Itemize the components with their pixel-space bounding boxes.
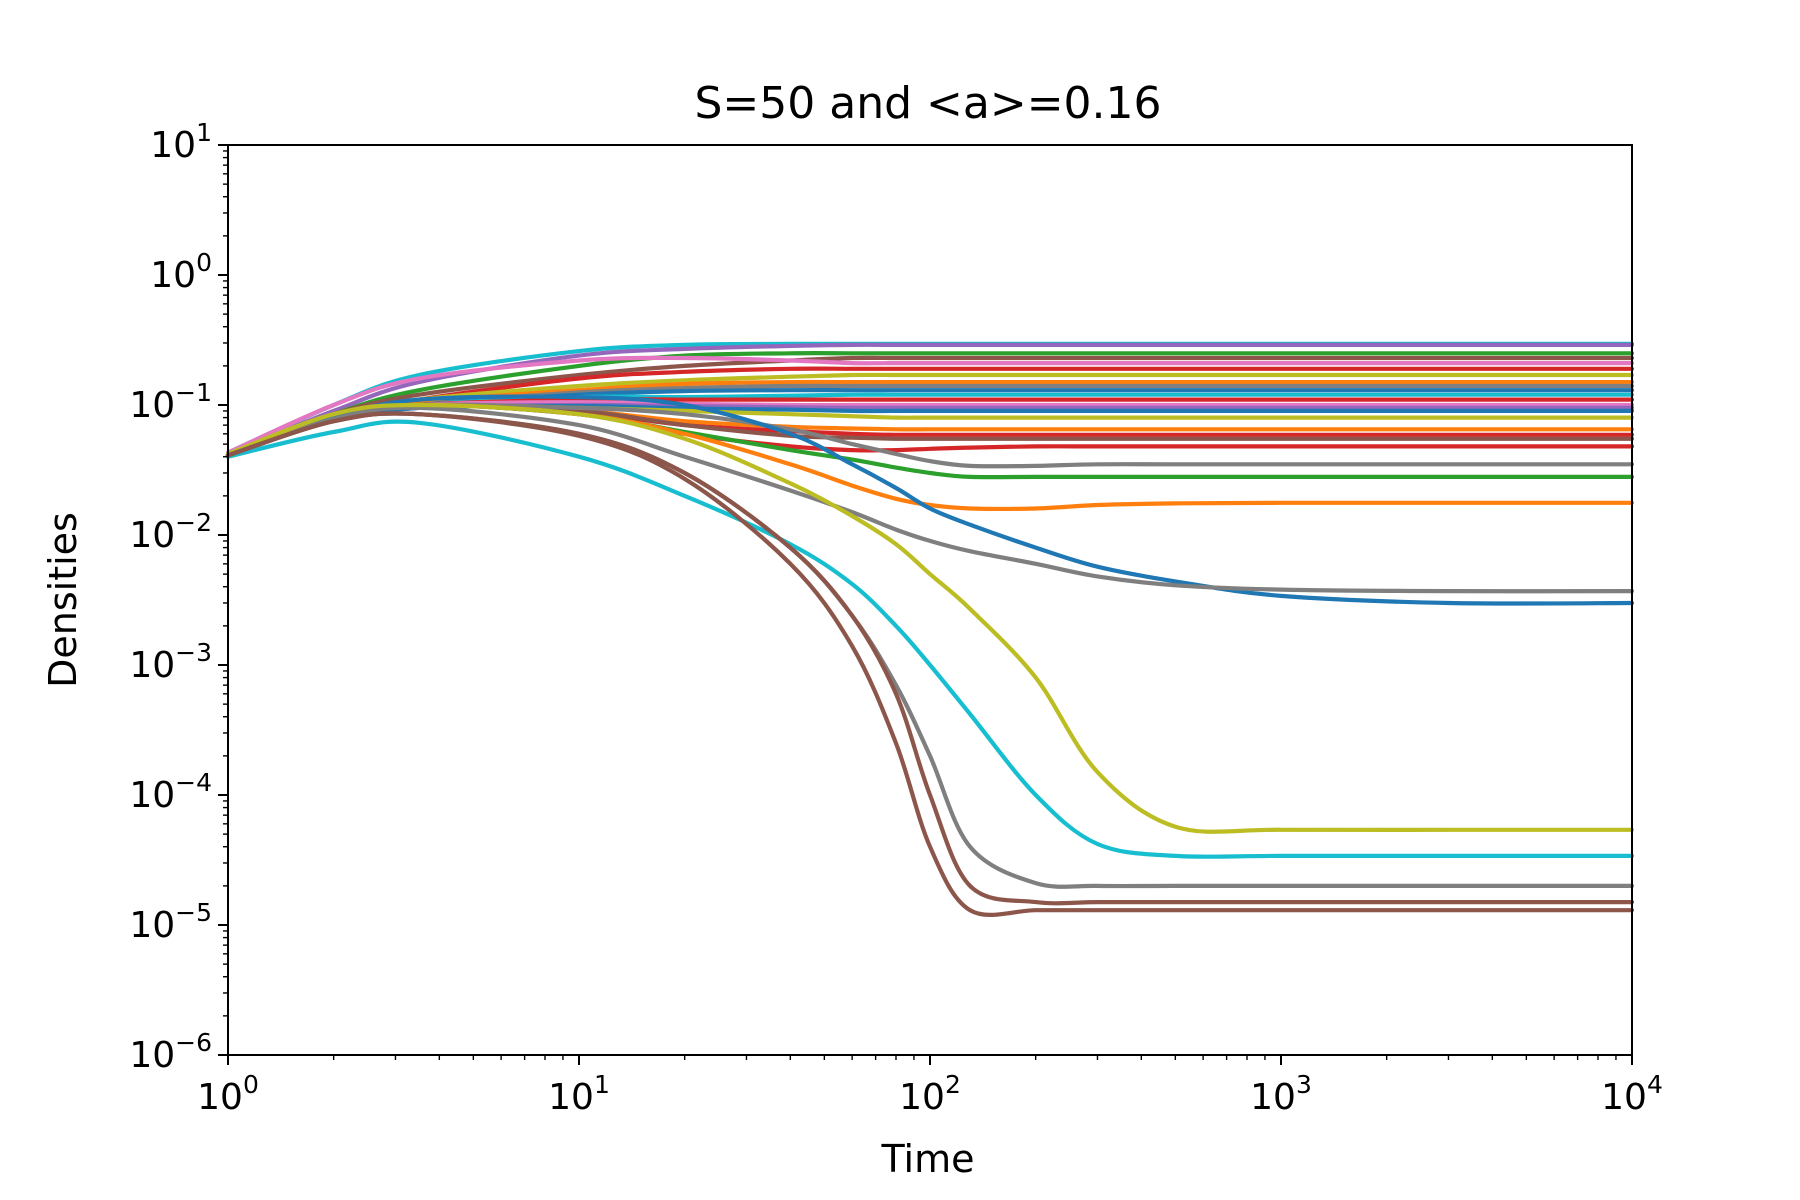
- y-tick-label: 101: [150, 118, 212, 166]
- y-axis-label: Densities: [41, 512, 85, 688]
- series-line-26: [225, 402, 1635, 834]
- x-tick-label: 102: [899, 1070, 961, 1118]
- plot-frame: [227, 144, 1633, 1056]
- series-line-6: [225, 366, 1635, 458]
- chart-title: S=50 and <a>=0.16: [694, 78, 1161, 129]
- x-tick-label: 101: [548, 1070, 610, 1118]
- series-line-4: [225, 355, 1635, 457]
- series-line-23: [225, 402, 1635, 511]
- y-tick-label: 10−4: [129, 768, 212, 816]
- series-line-7: [225, 372, 1635, 458]
- series-line-28: [225, 411, 1635, 889]
- series-line-30: [225, 411, 1635, 918]
- y-tick-label: 10−1: [129, 378, 212, 426]
- y-tick-label: 10−3: [129, 638, 212, 686]
- y-tick-label: 10−2: [129, 508, 212, 556]
- series-layer: [225, 341, 1635, 918]
- y-tick-label: 100: [150, 248, 212, 296]
- tick-layer: 100 101 102 103 104 101 100 10−1 10−2 10−3 10−4 10−…: [129, 118, 1663, 1118]
- series-line-27: [225, 419, 1635, 859]
- y-tick-label: 10−5: [129, 898, 212, 946]
- x-tick-label: 104: [1601, 1070, 1663, 1118]
- series-line-3: [225, 351, 1635, 458]
- x-axis-label: Time: [881, 1137, 975, 1181]
- x-tick-label: 103: [1250, 1070, 1312, 1118]
- y-tick-label: 10−6: [129, 1028, 212, 1076]
- series-line-24: [225, 394, 1635, 606]
- x-tick-label: 100: [197, 1070, 259, 1118]
- series-line-25: [225, 405, 1635, 594]
- series-line-5: [225, 355, 1635, 455]
